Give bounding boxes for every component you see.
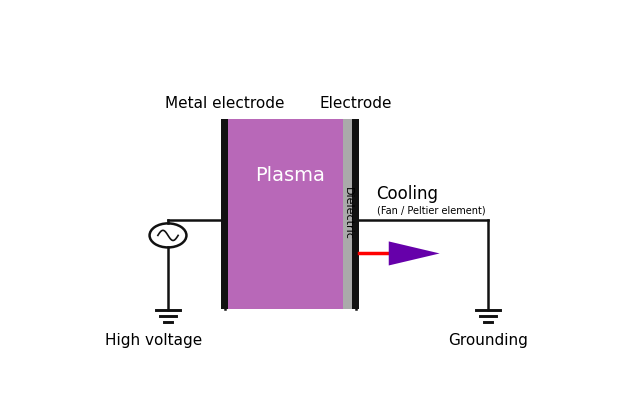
Text: Metal electrode: Metal electrode xyxy=(165,96,284,111)
Text: (Fan / Peltier element): (Fan / Peltier element) xyxy=(377,206,485,215)
Text: Electrode: Electrode xyxy=(319,96,392,111)
Text: High voltage: High voltage xyxy=(105,333,202,348)
Polygon shape xyxy=(389,241,439,266)
Text: Cooling: Cooling xyxy=(377,185,439,203)
Bar xyxy=(228,119,352,309)
Bar xyxy=(352,119,359,309)
Bar xyxy=(222,119,228,309)
Bar xyxy=(343,119,353,309)
Text: Plasma: Plasma xyxy=(255,166,325,185)
Text: Dielectric: Dielectric xyxy=(343,187,353,240)
Text: Grounding: Grounding xyxy=(448,333,528,348)
